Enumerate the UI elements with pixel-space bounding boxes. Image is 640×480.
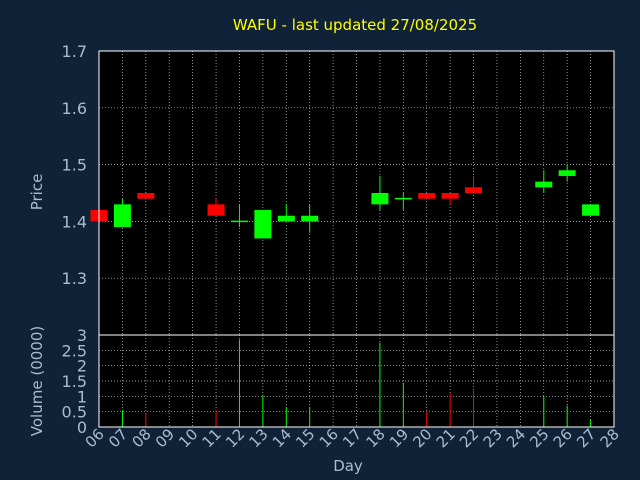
price-axis-label: Price <box>28 174 46 211</box>
volume-tick-label: 1.5 <box>62 372 87 391</box>
volume-tick-label: 0 <box>77 418 87 437</box>
x-tick-label: 14 <box>269 425 295 451</box>
x-tick-label: 19 <box>386 425 412 451</box>
price-axis: 1.3 1.4 1.5 1.6 1.7 <box>62 42 87 288</box>
volume-tick-label: 2.5 <box>62 341 87 360</box>
price-tick-label: 1.7 <box>62 42 87 61</box>
x-tick-label: 18 <box>363 425 389 451</box>
x-tick-label: 16 <box>316 425 342 451</box>
x-tick-label: 15 <box>292 425 318 451</box>
volume-tick-label: 3 <box>77 326 87 345</box>
candle-body <box>277 215 295 222</box>
candle-body <box>113 204 131 228</box>
x-tick-label: 24 <box>503 425 529 451</box>
candle-body <box>254 210 272 239</box>
x-tick-label: 26 <box>550 425 576 451</box>
x-tick-label: 21 <box>433 425 459 451</box>
candle-body <box>558 170 576 176</box>
candle-body <box>441 193 459 199</box>
price-tick-label: 1.3 <box>62 269 87 288</box>
chart-title: WAFU - last updated 27/08/2025 <box>233 16 477 34</box>
volume-tick-label: 0.5 <box>62 403 87 422</box>
volume-tick-label: 2 <box>77 357 87 376</box>
volume-tick-label: 1 <box>77 387 87 406</box>
x-tick-label: 13 <box>245 425 271 451</box>
candle-body <box>418 193 436 199</box>
x-tick-label: 10 <box>175 425 201 451</box>
x-tick-label: 11 <box>199 425 225 451</box>
x-tick-label: 12 <box>222 425 248 451</box>
x-tick-label: 20 <box>409 425 435 451</box>
price-tick-label: 1.6 <box>62 99 87 118</box>
x-tick-label: 23 <box>480 425 506 451</box>
volume-axis: 00.511.522.53 <box>62 326 87 437</box>
candle-body <box>582 204 600 216</box>
candle-body <box>465 187 483 193</box>
x-tick-label: 08 <box>128 425 154 451</box>
candle-body <box>535 181 553 188</box>
x-tick-label: 25 <box>526 425 552 451</box>
candle-body <box>137 193 155 199</box>
volume-plot-frame <box>98 334 615 428</box>
price-tick-label: 1.5 <box>62 156 87 175</box>
candle-body <box>371 193 389 205</box>
x-tick-label: 17 <box>339 425 365 451</box>
x-tick-label: 09 <box>152 425 178 451</box>
x-tick-label: 27 <box>573 425 599 451</box>
volume-axis-label: Volume (0000) <box>28 326 46 436</box>
x-axis: 0607080910111213141516171819202122232425… <box>82 425 623 451</box>
x-tick-label: 22 <box>456 425 482 451</box>
price-tick-label: 1.4 <box>62 212 87 231</box>
x-axis-label: Day <box>333 457 363 475</box>
x-tick-label: 07 <box>105 425 131 451</box>
candle-body <box>301 215 319 222</box>
x-tick-label: 28 <box>597 425 623 451</box>
volume-bars <box>121 339 592 427</box>
candle-body <box>207 204 225 216</box>
